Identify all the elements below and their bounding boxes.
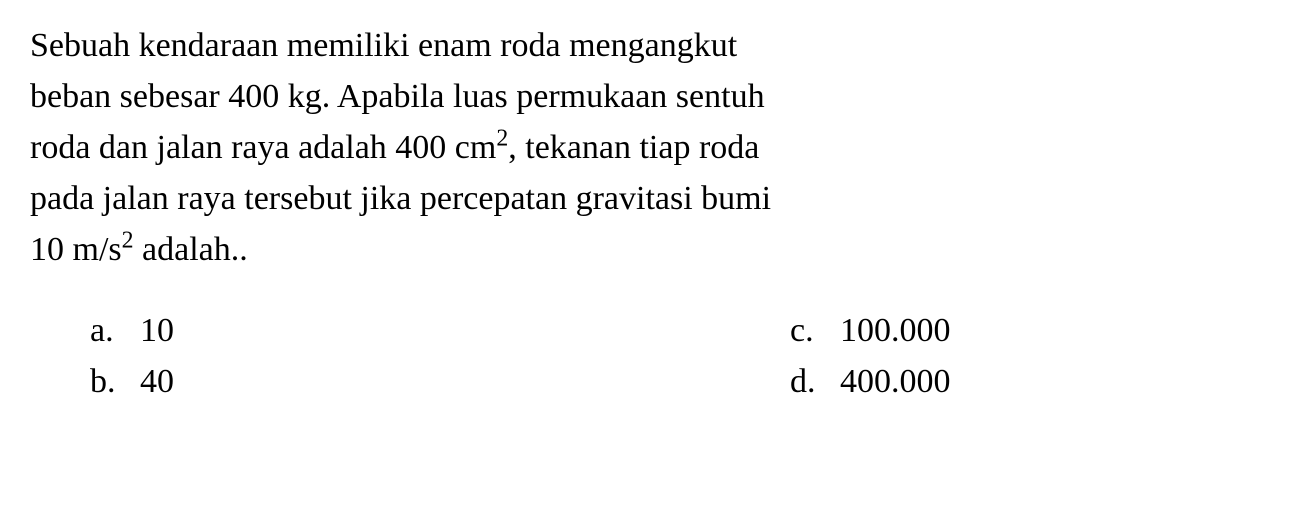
option-a-letter: a. [90,305,140,356]
options-column-right: c. 100.000 d. 400.000 [790,305,1270,407]
question-line-1: Sebuah kendaraan memiliki enam roda meng… [30,27,737,64]
question-text: Sebuah kendaraan memiliki enam roda meng… [30,20,1270,275]
question-line-5-part2: adalah.. [134,231,248,268]
option-d: d. 400.000 [790,356,1270,407]
option-d-value: 400.000 [840,356,1270,407]
option-a-value: 10 [140,305,790,356]
question-line-5-part1: 10 m/s [30,231,122,268]
option-c-value: 100.000 [840,305,1270,356]
options-column-left: a. 10 b. 40 [90,305,790,407]
option-c: c. 100.000 [790,305,1270,356]
question-line-5-sup: 2 [122,228,134,254]
options-container: a. 10 b. 40 c. 100.000 d. 400.000 [30,305,1270,407]
option-c-letter: c. [790,305,840,356]
option-d-letter: d. [790,356,840,407]
question-line-3-part2: , tekanan tiap roda [508,129,759,166]
question-line-3-sup: 2 [496,126,508,152]
question-line-4: pada jalan raya tersebut jika percepatan… [30,180,771,217]
option-b-value: 40 [140,356,790,407]
option-a: a. 10 [90,305,790,356]
question-line-2: beban sebesar 400 kg. Apabila luas permu… [30,78,765,115]
option-b: b. 40 [90,356,790,407]
option-b-letter: b. [90,356,140,407]
question-line-3-part1: roda dan jalan raya adalah 400 cm [30,129,496,166]
